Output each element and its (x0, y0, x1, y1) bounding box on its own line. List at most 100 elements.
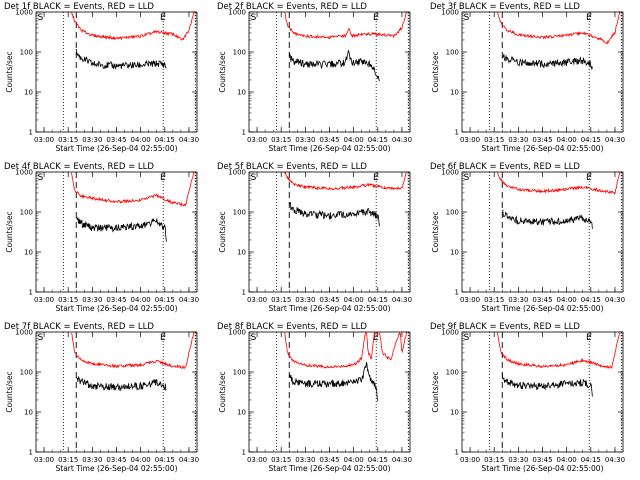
x-tick-label: 03:30 (295, 296, 315, 304)
panel-title: Det 7f BLACK = Events, RED = LLD (4, 322, 154, 332)
x-axis-label: Start Time (26-Sep-04 02:55:00) (56, 144, 178, 153)
series-group (284, 172, 407, 227)
x-tick-label: 03:15 (58, 456, 78, 464)
chart-svg: Det 9f BLACK = Events, RED = LLD 1 10 100 10… (430, 322, 625, 473)
x-tick-label: 03:30 (508, 136, 528, 144)
x-tick-label: 04:00 (131, 296, 151, 304)
events-series-line (501, 53, 593, 70)
start-marker: S (464, 173, 470, 183)
detector-panel-5f: Det 5f BLACK = Events, RED = LLD 1 10 100 10… (213, 160, 426, 320)
x-axis-label: Start Time (26-Sep-04 02:55:00) (482, 304, 604, 313)
y-tick-label: 1000 (15, 169, 33, 177)
start-marker: S (464, 13, 470, 23)
lld-series-line (284, 332, 408, 369)
end-marker: E (373, 333, 379, 343)
plot-frame (35, 331, 198, 453)
series-group (284, 12, 407, 82)
y-tick-label: 1 (242, 289, 246, 297)
events-series-line (75, 375, 167, 392)
y-tick-label: 10 (24, 89, 33, 97)
end-marker: E (586, 173, 592, 183)
x-tick-label: 03:00 (34, 296, 54, 304)
y-axis-label: Counts/sec (431, 211, 440, 252)
y-tick-label: 100 (446, 209, 459, 217)
x-tick-label: 03:45 (319, 136, 339, 144)
y-tick-label: 1000 (441, 169, 459, 177)
x-axis-label: Start Time (26-Sep-04 02:55:00) (482, 464, 604, 473)
x-tick-label: 04:15 (581, 296, 601, 304)
x-tick-label: 04:30 (605, 456, 625, 464)
x-tick-label: 04:30 (392, 136, 412, 144)
x-tick-label: 03:00 (247, 296, 267, 304)
y-tick-label: 100 (233, 369, 246, 377)
end-marker: E (373, 13, 379, 23)
y-axis-label: Counts/sec (431, 371, 440, 412)
y-tick-label: 1 (242, 129, 246, 137)
series-group (71, 172, 195, 242)
events-series-line (75, 48, 167, 70)
x-tick-label: 03:30 (508, 296, 528, 304)
series-group (497, 332, 621, 397)
end-marker: E (160, 13, 166, 23)
y-tick-label: 1 (29, 289, 33, 297)
y-tick-label: 100 (233, 209, 246, 217)
x-axis-label: Start Time (26-Sep-04 02:55:00) (56, 464, 178, 473)
x-tick-label: 03:15 (484, 296, 504, 304)
x-tick-label: 03:45 (532, 456, 552, 464)
series-group (71, 12, 195, 70)
chart-svg: Det 5f BLACK = Events, RED = LLD 1 10 100 10… (217, 162, 412, 313)
plot-frame (461, 331, 624, 453)
y-axis-label: Counts/sec (218, 371, 227, 412)
x-axis-label: Start Time (26-Sep-04 02:55:00) (56, 304, 178, 313)
detector-panel-4f: Det 4f BLACK = Events, RED = LLD 1 10 100 10… (0, 160, 213, 320)
x-tick-label: 04:30 (179, 136, 199, 144)
plot-frame (461, 11, 624, 133)
panel-title: Det 5f BLACK = Events, RED = LLD (217, 162, 367, 172)
events-series-line (288, 49, 380, 82)
x-tick-label: 04:00 (344, 456, 364, 464)
x-tick-label: 03:15 (58, 296, 78, 304)
x-tick-label: 03:45 (319, 296, 339, 304)
x-tick-label: 04:30 (605, 136, 625, 144)
x-tick-label: 03:15 (271, 296, 291, 304)
detector-panel-2f: Det 2f BLACK = Events, RED = LLD 1 10 100 10… (213, 0, 426, 160)
x-tick-label: 04:00 (344, 136, 364, 144)
y-tick-label: 100 (20, 209, 33, 217)
x-tick-label: 04:30 (179, 296, 199, 304)
lld-series-line (71, 332, 195, 370)
end-marker: E (586, 333, 592, 343)
x-tick-label: 03:00 (460, 296, 480, 304)
x-tick-label: 03:15 (484, 136, 504, 144)
y-tick-label: 1000 (228, 9, 246, 17)
y-axis-label: Counts/sec (5, 371, 14, 412)
x-tick-label: 03:00 (34, 456, 54, 464)
x-tick-label: 03:30 (295, 456, 315, 464)
y-tick-label: 100 (20, 49, 33, 57)
events-series-line (289, 202, 380, 227)
y-tick-label: 1 (29, 129, 33, 137)
end-marker: E (586, 13, 592, 23)
x-tick-label: 04:15 (155, 456, 175, 464)
x-tick-label: 04:15 (155, 136, 175, 144)
chart-svg: Det 4f BLACK = Events, RED = LLD 1 10 100 10… (4, 162, 199, 313)
y-tick-label: 1 (242, 449, 246, 457)
series-group (71, 332, 195, 392)
y-tick-label: 10 (450, 249, 459, 257)
y-tick-label: 1000 (441, 329, 459, 337)
y-axis-label: Counts/sec (5, 211, 14, 252)
x-tick-label: 03:00 (247, 456, 267, 464)
y-tick-label: 100 (446, 49, 459, 57)
start-marker: S (38, 333, 44, 343)
x-tick-label: 04:30 (179, 456, 199, 464)
detector-panel-7f: Det 7f BLACK = Events, RED = LLD 1 10 100 10… (0, 320, 213, 480)
y-tick-label: 1000 (441, 9, 459, 17)
start-marker: S (251, 13, 257, 23)
y-tick-label: 1 (455, 289, 459, 297)
x-axis-label: Start Time (26-Sep-04 02:55:00) (269, 144, 391, 153)
detector-panel-1f: Det 1f BLACK = Events, RED = LLD 1 10 100 10… (0, 0, 213, 160)
x-tick-label: 04:00 (131, 136, 151, 144)
x-tick-label: 03:45 (532, 296, 552, 304)
lld-series-line (71, 172, 195, 207)
chart-svg: Det 8f BLACK = Events, RED = LLD 1 10 100 10… (217, 322, 412, 473)
